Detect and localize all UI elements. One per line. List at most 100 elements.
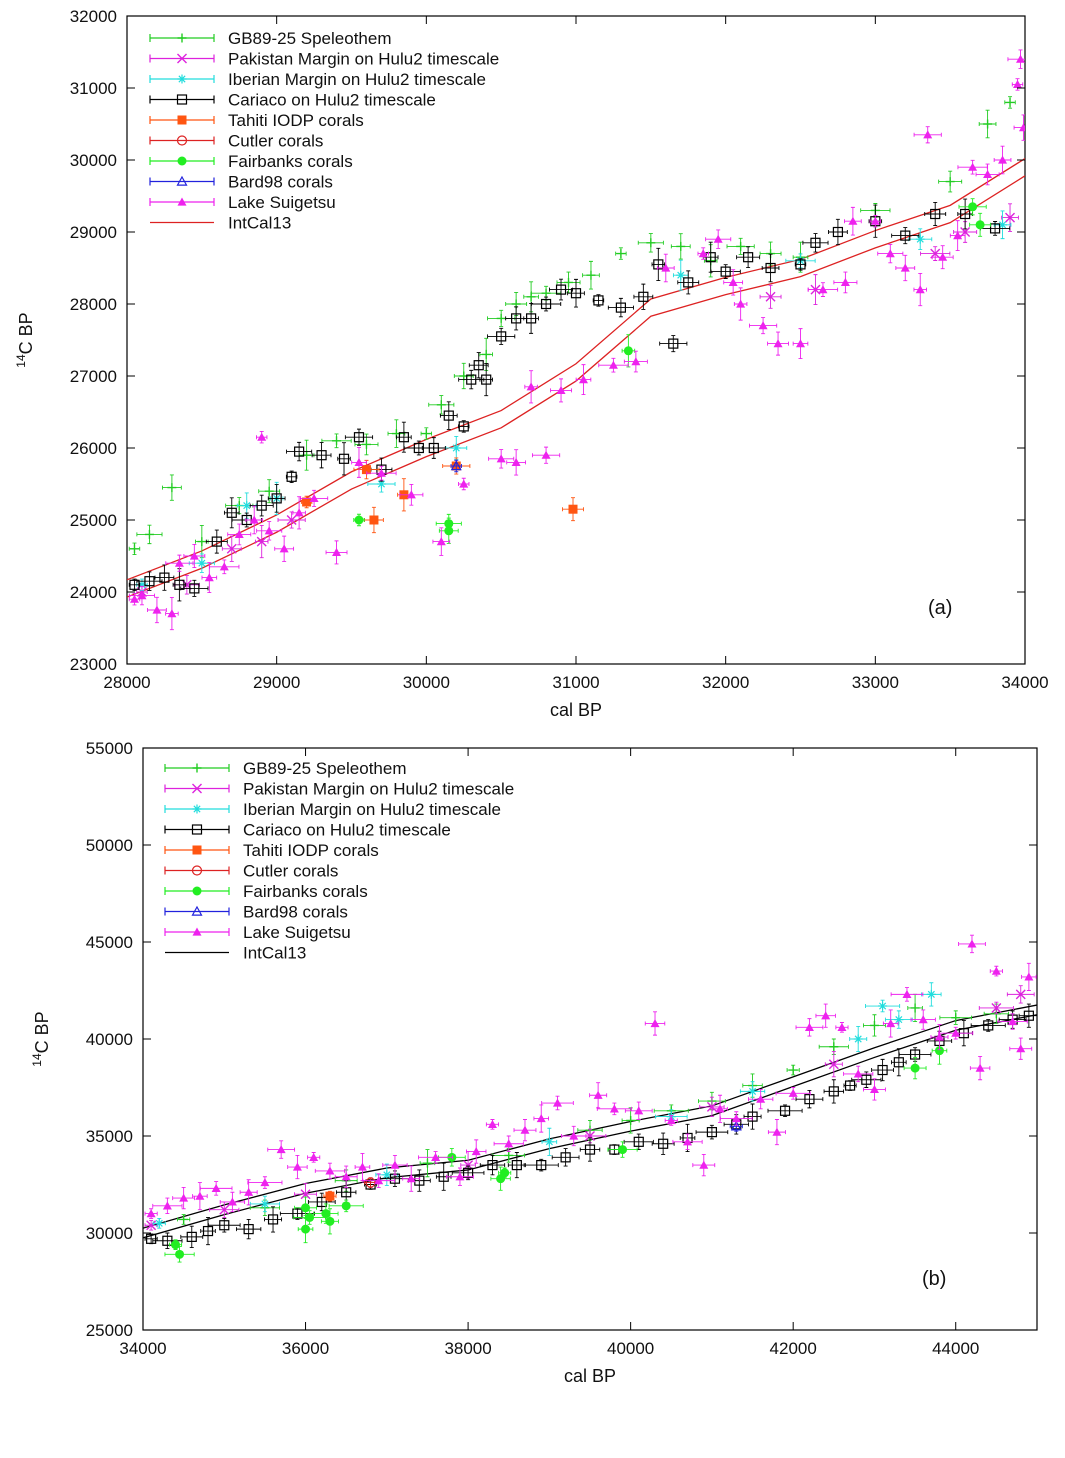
data-point: [459, 479, 469, 488]
error-bar: [871, 1058, 895, 1082]
data-point: [466, 374, 477, 385]
x-tick-label: 32000: [702, 673, 749, 692]
error-bar: [172, 568, 187, 602]
data-point: [286, 515, 297, 525]
error-bar: [795, 1089, 824, 1109]
legend-endcap: [164, 805, 230, 813]
legend-label: Iberian Margin on Hulu2 timescale: [228, 70, 486, 89]
data-point: [257, 432, 267, 441]
error-bar: [154, 564, 175, 591]
legend-item: Iberian Margin on Hulu2 timescale: [164, 800, 501, 819]
data-point: [713, 234, 723, 243]
y-tick-label: 24000: [70, 583, 117, 602]
legend-label: Cutler corals: [243, 862, 338, 881]
legend-item: GB89-25 Speleothem: [149, 29, 392, 48]
legend-endcap: [164, 887, 230, 895]
data-point: [998, 220, 1008, 230]
x-tick-label: 38000: [444, 1339, 491, 1358]
legend-marker: [176, 135, 188, 146]
error-bar: [267, 484, 286, 513]
data-point: [162, 1235, 173, 1246]
legend-endcap: [164, 825, 230, 834]
data-point: [376, 468, 386, 477]
data-point: [382, 1170, 392, 1180]
legend-item: GB89-25 Speleothem: [164, 759, 407, 778]
data-point: [332, 547, 342, 556]
data-point: [294, 508, 304, 517]
y-axis-title: 14C BP: [14, 312, 36, 367]
data-point: [511, 313, 522, 324]
y-axis-title-sup: 14: [14, 354, 28, 368]
legend-endcap: [164, 866, 230, 875]
data-point: [536, 1114, 546, 1123]
error-bar: [344, 428, 374, 446]
data-point: [730, 1120, 742, 1131]
legend-item: Fairbanks corals: [164, 882, 368, 901]
legend-label: GB89-25 Speleothem: [243, 759, 407, 778]
data-point: [481, 374, 492, 385]
data-point: [894, 1015, 904, 1025]
data-point: [869, 1084, 879, 1094]
error-bar: [523, 1158, 559, 1172]
data-point: [496, 313, 506, 323]
error-bar: [659, 335, 688, 353]
data-point: [934, 1032, 944, 1041]
error-bar: [823, 1079, 845, 1104]
error-bar: [677, 270, 700, 295]
data-point: [256, 500, 267, 511]
data-point: [455, 1172, 465, 1181]
error-bar: [337, 442, 351, 476]
data-point: [569, 1131, 579, 1140]
y-tick-label: 28000: [70, 295, 117, 314]
error-bar: [421, 437, 446, 459]
y-tick-label: 23000: [70, 655, 117, 674]
legend-marker: [191, 905, 203, 916]
data-point: [211, 536, 222, 547]
legend-marker: [192, 845, 202, 855]
data-point: [683, 277, 694, 288]
data-point: [541, 450, 551, 459]
legend-endcap: [149, 136, 215, 145]
data-point: [316, 450, 327, 461]
y-tick-label: 32000: [70, 7, 117, 26]
data-point: [953, 231, 963, 240]
legend-marker: [192, 783, 202, 794]
data-point: [511, 457, 521, 466]
data-point: [374, 1176, 384, 1185]
data-point: [615, 302, 627, 313]
legend: GB89-25 Speleothem Pakistan Margin on Hul…: [149, 29, 499, 233]
data-point: [676, 270, 686, 280]
data-point: [765, 262, 776, 274]
data-point: [893, 1057, 904, 1068]
legend-marker: [191, 824, 203, 835]
error-bar: [802, 233, 829, 253]
data-point: [968, 162, 978, 171]
legend-label: Cariaco on Hulu2 timescale: [228, 91, 436, 110]
data-point: [321, 1209, 331, 1219]
data-point: [945, 177, 955, 187]
legend-item: Bard98 corals: [149, 173, 333, 192]
data-point: [918, 1015, 928, 1024]
data-point: [608, 360, 618, 369]
data-point: [556, 385, 566, 394]
data-point: [779, 1105, 791, 1116]
data-point: [179, 1214, 189, 1224]
error-bar: [335, 1180, 357, 1205]
legend-endcap: [164, 764, 230, 772]
data-point: [174, 558, 184, 567]
data-point: [638, 291, 649, 302]
data-point: [699, 1160, 709, 1169]
panel-label: (a): [928, 597, 952, 619]
data-point: [661, 263, 671, 272]
data-point: [666, 1115, 676, 1125]
legend-marker: [177, 74, 187, 84]
data-point: [129, 594, 139, 603]
data-point: [593, 295, 604, 306]
data-point: [406, 1174, 416, 1183]
error-bar: [128, 578, 141, 592]
data-point: [271, 493, 282, 504]
data-point: [361, 439, 371, 449]
data-point: [204, 573, 214, 582]
data-point: [818, 285, 828, 294]
error-bar: [180, 579, 209, 597]
